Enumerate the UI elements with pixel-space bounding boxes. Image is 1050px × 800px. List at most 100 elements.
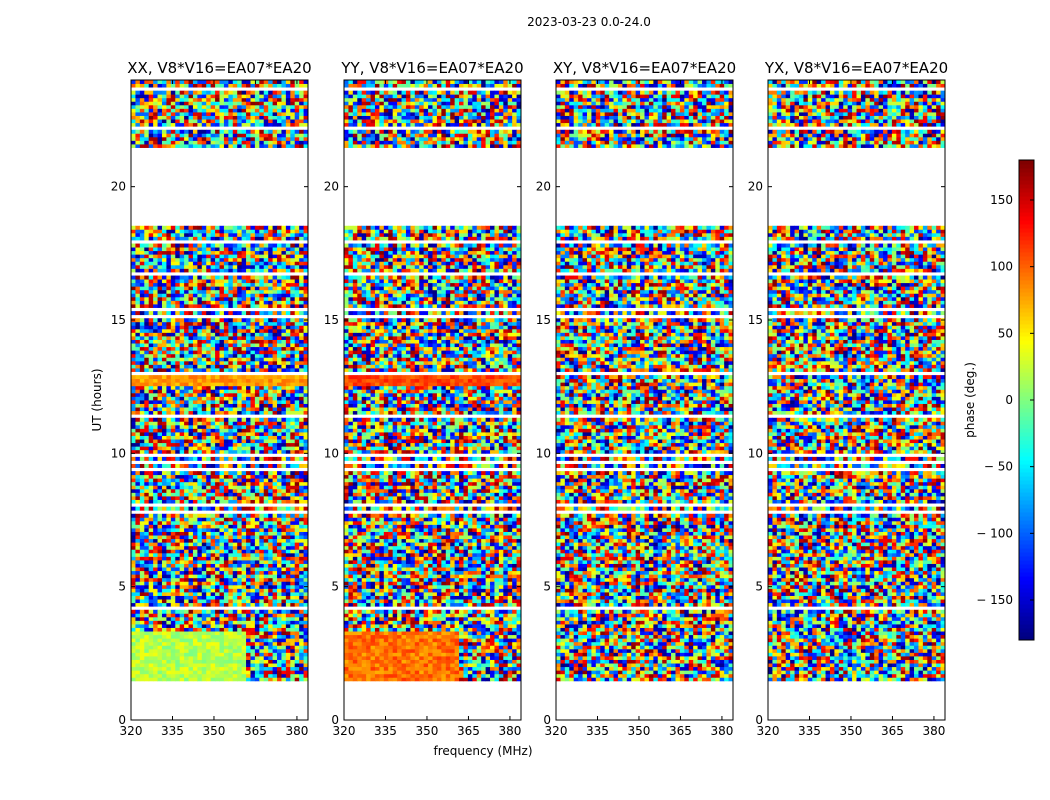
phase-cell [180, 645, 185, 649]
phase-cell [295, 553, 300, 557]
phase-cell [175, 489, 180, 493]
phase-cell [189, 649, 194, 653]
phase-cell [193, 635, 198, 639]
phase-cell [171, 553, 176, 557]
phase-cell [211, 539, 216, 543]
phase-cell [259, 585, 264, 589]
phase-cell [290, 656, 295, 660]
phase-cell [131, 596, 136, 600]
phase-cell [220, 652, 225, 656]
phase-cell [264, 500, 269, 504]
phase-cell [193, 546, 198, 550]
phase-cell [149, 652, 154, 656]
phase-cell [202, 489, 207, 493]
phase-cell [242, 642, 247, 646]
phase-cell [184, 524, 189, 528]
phase-cell [286, 532, 291, 536]
phase-cell [189, 539, 194, 543]
phase-cell [171, 603, 176, 607]
phase-cell [153, 514, 158, 518]
phase-cell [166, 649, 171, 653]
phase-cell [290, 670, 295, 674]
phase-cell [215, 564, 220, 568]
phase-cell [140, 620, 145, 624]
phase-cell [158, 549, 163, 553]
phase-cell [228, 546, 233, 550]
phase-cell [189, 528, 194, 532]
phase-cell [180, 677, 185, 681]
phase-cell [250, 560, 255, 564]
phase-cell [175, 482, 180, 486]
phase-cell [189, 610, 194, 614]
phase-cell [242, 652, 247, 656]
phase-cell [224, 535, 229, 539]
phase-cell [166, 642, 171, 646]
phase-cell [206, 514, 211, 518]
phase-cell [237, 446, 242, 450]
phase-cell [149, 599, 154, 603]
phase-cell [202, 446, 207, 450]
phase-cell [206, 535, 211, 539]
phase-cell [268, 564, 273, 568]
phase-cell [290, 443, 295, 447]
phase-cell [131, 628, 136, 632]
phase-cell [206, 553, 211, 557]
phase-cell [149, 628, 154, 632]
phase-cell [233, 670, 238, 674]
phase-cell [228, 542, 233, 546]
phase-cell [184, 443, 189, 447]
phase-cell [206, 482, 211, 486]
phase-cell [250, 613, 255, 617]
phase-cell [246, 599, 251, 603]
phase-cell [140, 645, 145, 649]
phase-cell [224, 436, 229, 440]
phase-cell [215, 674, 220, 678]
phase-cell [211, 610, 216, 614]
phase-cell [193, 485, 198, 489]
phase-cell [299, 471, 304, 475]
phase-cell [255, 524, 260, 528]
phase-cell [135, 624, 140, 628]
phase-cell [144, 656, 149, 660]
phase-cell [295, 542, 300, 546]
phase-cell [259, 439, 264, 443]
phase-cell [242, 450, 247, 454]
phase-cell [211, 628, 216, 632]
phase-cell [149, 443, 154, 447]
phase-cell [259, 528, 264, 532]
phase-cell [237, 524, 242, 528]
phase-cell [220, 617, 225, 621]
phase-cell [135, 635, 140, 639]
phase-cell [144, 578, 149, 582]
phase-cell [206, 660, 211, 664]
phase-cell [224, 574, 229, 578]
phase-cell [215, 517, 220, 521]
phase-cell [184, 489, 189, 493]
phase-cell [242, 446, 247, 450]
phase-cell [197, 553, 202, 557]
phase-cell [242, 517, 247, 521]
phase-cell [255, 482, 260, 486]
phase-cell [295, 649, 300, 653]
phase-cell [237, 549, 242, 553]
phase-cell [250, 528, 255, 532]
phase-cell [220, 524, 225, 528]
phase-cell [184, 492, 189, 496]
phase-cell [131, 564, 136, 568]
phase-cell [264, 596, 269, 600]
phase-cell [206, 542, 211, 546]
phase-cell [166, 450, 171, 454]
phase-cell [149, 649, 154, 653]
phase-cell [175, 649, 180, 653]
phase-cell [233, 663, 238, 667]
phase-cell [286, 585, 291, 589]
phase-cell [286, 588, 291, 592]
phase-cell [299, 670, 304, 674]
phase-cell [233, 578, 238, 582]
phase-cell [255, 620, 260, 624]
phase-cell [237, 574, 242, 578]
phase-cell [273, 674, 278, 678]
phase-cell [233, 553, 238, 557]
phase-cell [202, 677, 207, 681]
phase-cell [259, 492, 264, 496]
